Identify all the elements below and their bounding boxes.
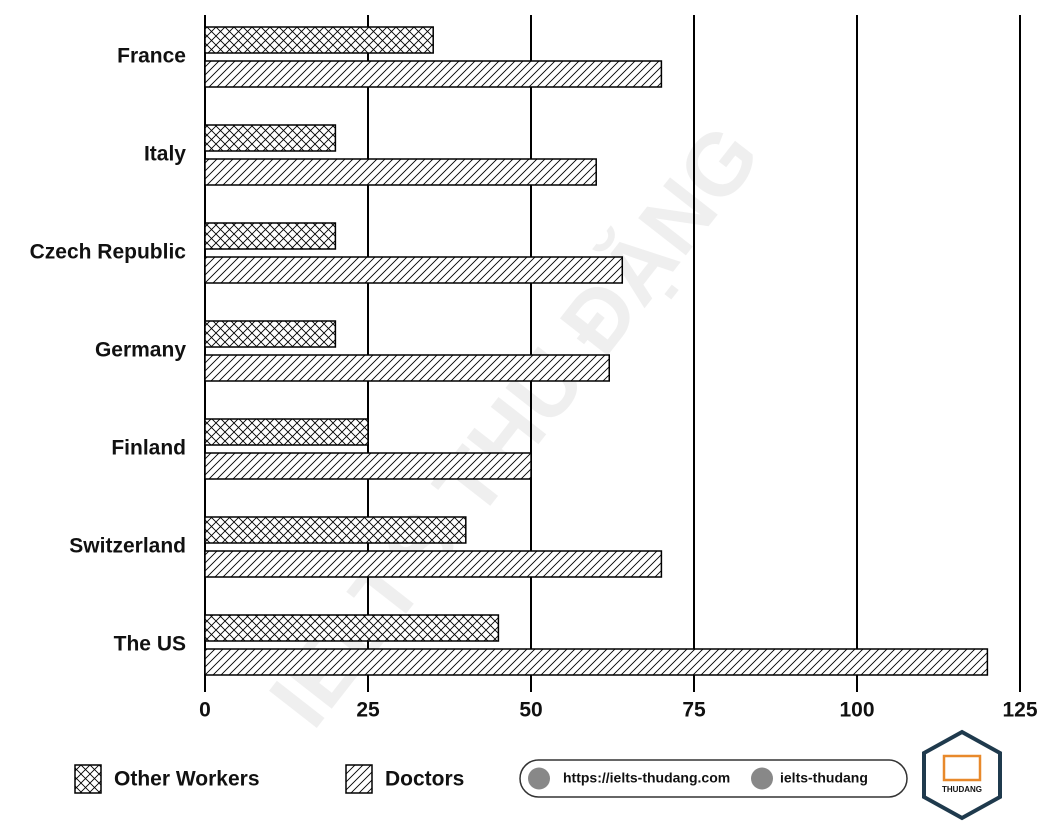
y-tick-label: Italy (144, 143, 186, 166)
bar (204, 516, 467, 544)
badge-frame (519, 759, 908, 798)
logo: THUDANG (922, 729, 1002, 821)
web-icon (528, 767, 550, 790)
bar (204, 222, 337, 250)
bar (204, 418, 369, 446)
y-tick-label: Finland (111, 437, 186, 460)
bar (204, 452, 532, 480)
x-tick-label: 50 (519, 699, 542, 722)
bar (204, 614, 500, 642)
plot-area: 0 25 50 75 100 125 France Italy Czech Republic Ge… (30, 15, 1038, 722)
website: https://ielts-thudang.com (563, 770, 730, 786)
facebook-icon (751, 767, 773, 790)
facebook: ielts-thudang (780, 770, 868, 786)
bar (204, 550, 663, 578)
bar (204, 256, 624, 284)
y-tick-label: The US (114, 633, 186, 656)
bar (204, 60, 663, 88)
bar (204, 124, 337, 152)
x-tick-label: 75 (682, 699, 706, 722)
logo-text: THUDANG (942, 785, 982, 794)
legend-swatch (74, 764, 102, 794)
x-tick-label: 100 (839, 699, 874, 722)
y-tick-label: Czech Republic (30, 241, 187, 264)
legend-label: Other Workers (114, 768, 260, 791)
logo-hexagon (922, 729, 1002, 821)
bar (204, 354, 610, 382)
legend-label: Doctors (385, 768, 464, 791)
y-tick-label: Germany (95, 339, 186, 362)
y-tick-label: France (117, 45, 186, 68)
bar (204, 320, 337, 348)
x-tick-label: 25 (356, 699, 380, 722)
y-tick-label: Switzerland (69, 535, 186, 558)
bar (204, 158, 597, 186)
x-tick-label: 0 (199, 699, 211, 722)
bar (204, 648, 989, 676)
x-tick-label: 125 (1002, 699, 1037, 722)
legend-swatch (345, 764, 373, 794)
footer-badge: https://ielts-thudang.com ielts-thudang (519, 759, 908, 798)
logo-book (942, 754, 982, 782)
bar (204, 26, 434, 54)
